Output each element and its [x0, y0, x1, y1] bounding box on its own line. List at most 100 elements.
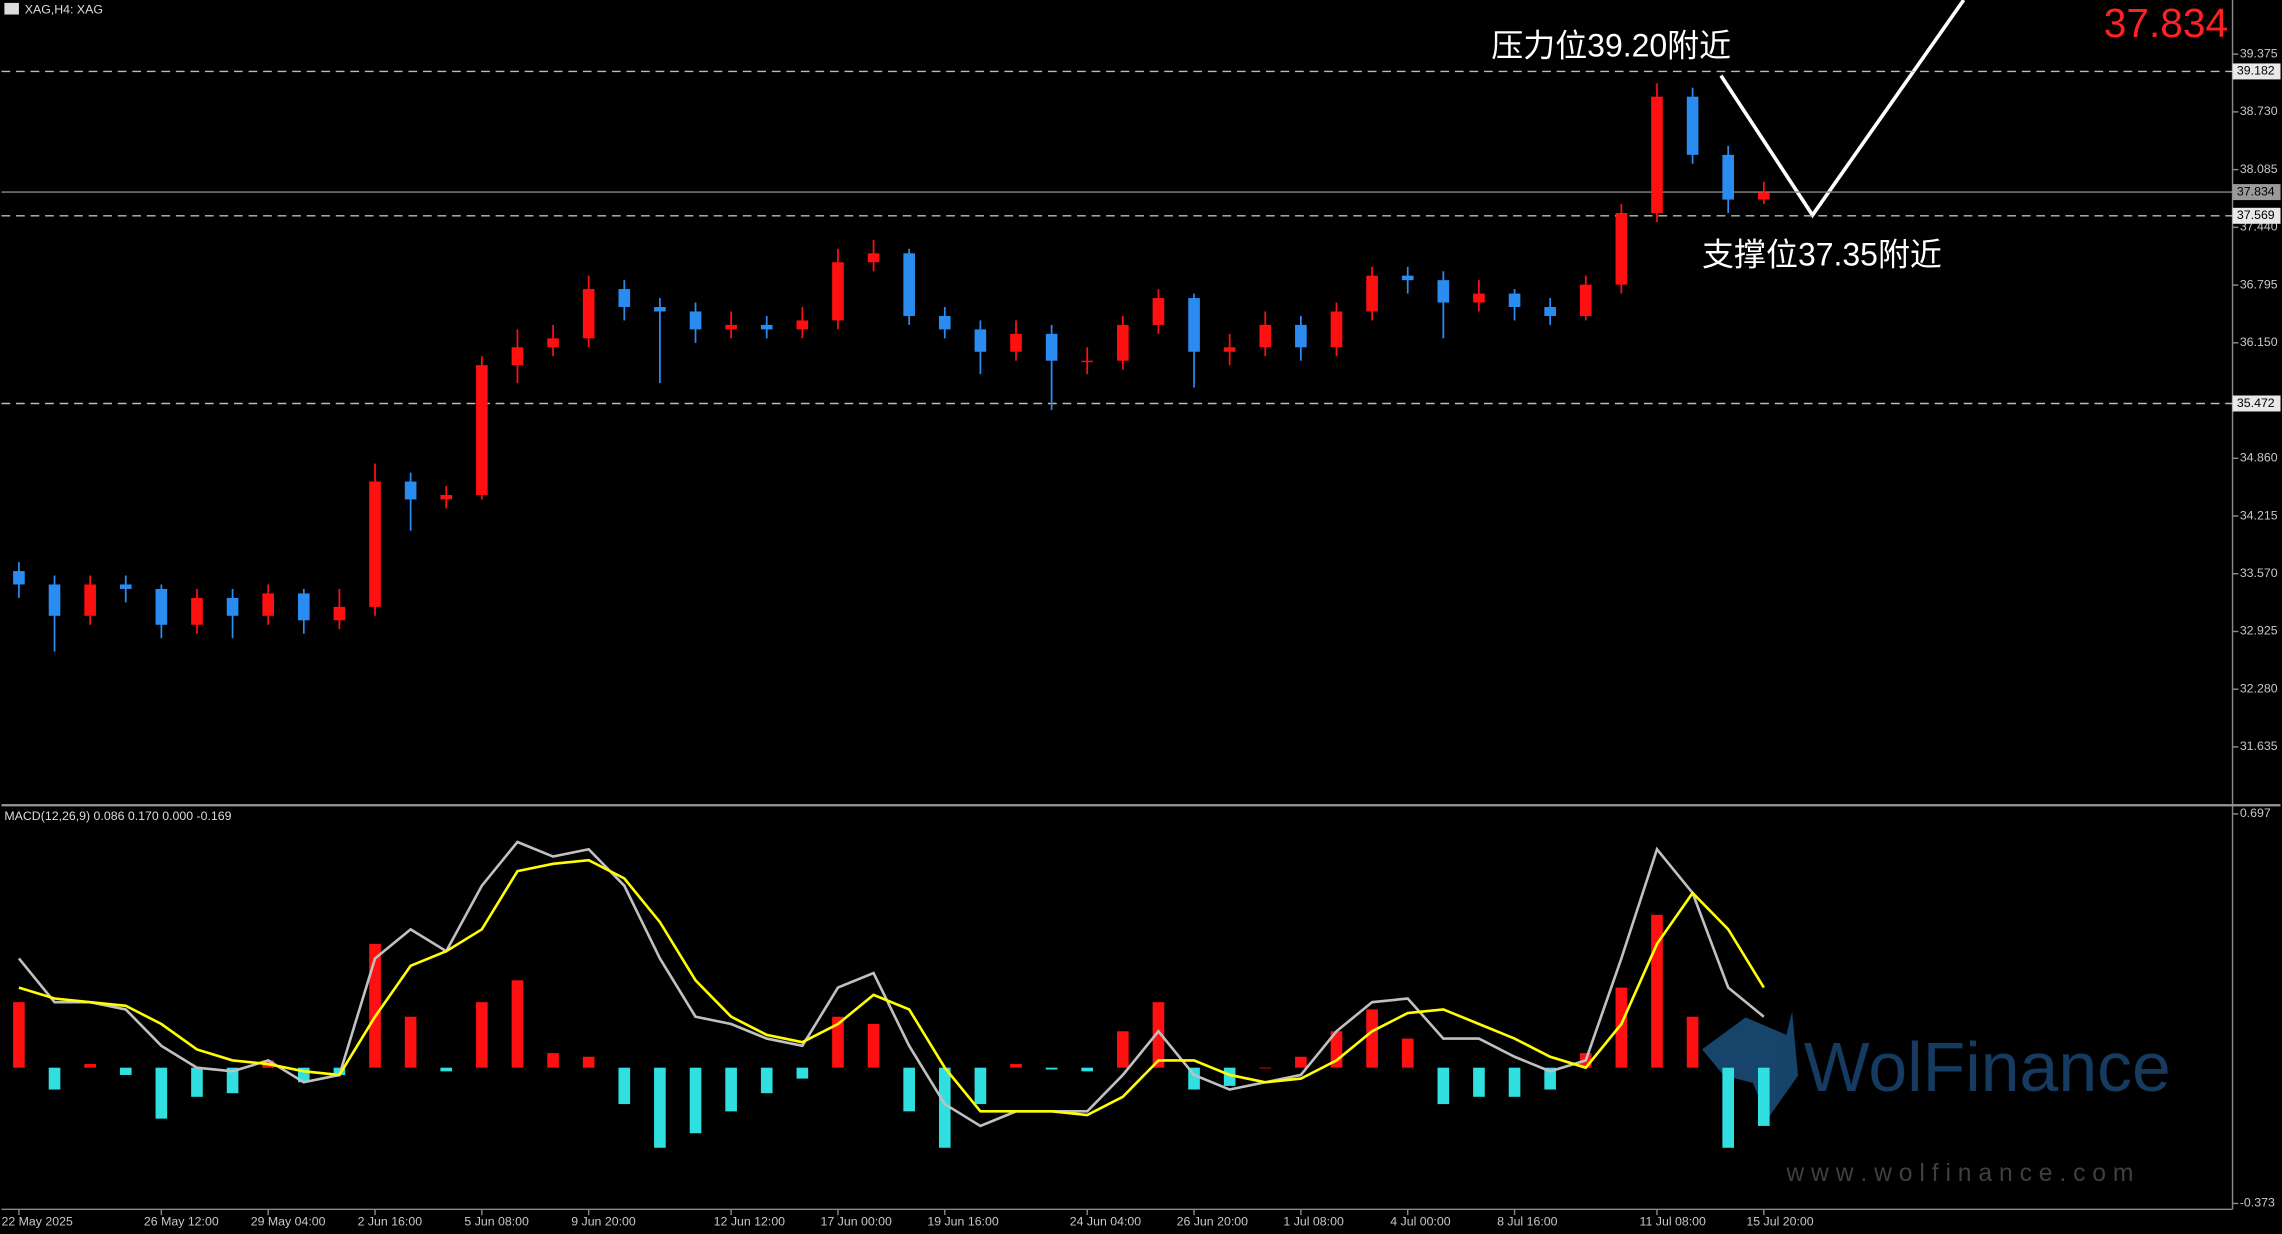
candle-body — [440, 494, 453, 500]
histogram-bar — [867, 1024, 880, 1068]
chart-icon — [4, 2, 19, 15]
candle-body — [48, 584, 61, 616]
histogram-bar — [226, 1067, 239, 1094]
histogram-bar — [297, 1067, 310, 1083]
histogram-bar — [938, 1067, 951, 1148]
y-tick-label: 34.215 — [2240, 508, 2278, 522]
candle-body — [1651, 96, 1663, 214]
candle-body — [84, 584, 96, 616]
candle-body — [832, 262, 844, 321]
histogram-bar — [1722, 1067, 1735, 1148]
histogram-bar — [84, 1064, 96, 1068]
candle-body — [725, 324, 737, 330]
histogram-bar — [1615, 987, 1628, 1068]
candle-body — [1758, 192, 1770, 200]
x-tick-label: 26 Jun 20:00 — [1177, 1215, 1249, 1229]
candle-body — [1259, 324, 1272, 348]
watermark-logo — [1702, 1011, 1798, 1120]
candle-body — [13, 571, 25, 585]
y-tick-label: 33.570 — [2240, 566, 2278, 580]
y-tick-label: 36.150 — [2240, 335, 2278, 349]
histogram-bar — [1117, 1031, 1129, 1068]
chart-title: XAG,H4: XAG — [25, 2, 103, 16]
histogram-bar — [1437, 1067, 1450, 1105]
histogram-bar — [760, 1067, 773, 1094]
macd-line — [17, 840, 1765, 1128]
candle-body — [476, 365, 488, 495]
histogram-bar — [1010, 1064, 1022, 1068]
candle-body — [1366, 275, 1378, 312]
histogram-bar — [547, 1053, 559, 1068]
candle-body — [1045, 333, 1058, 361]
y-tick-label: 36.795 — [2240, 277, 2278, 291]
candle-body — [796, 320, 809, 330]
histogram-bar — [511, 980, 524, 1068]
candle-body — [1508, 293, 1521, 308]
candle-body — [297, 593, 310, 621]
x-tick-label: 1 Jul 08:00 — [1283, 1215, 1344, 1229]
histogram-bar — [903, 1067, 915, 1112]
candle-body — [1544, 307, 1556, 316]
candle-body — [903, 253, 915, 316]
histogram-bar — [1366, 1009, 1378, 1068]
candle-body — [974, 329, 987, 352]
candle-body — [1081, 360, 1094, 363]
x-tick-label: 9 Jun 20:00 — [571, 1215, 636, 1229]
histogram-bar — [1473, 1067, 1485, 1097]
histogram-bar — [1259, 1067, 1272, 1069]
annotation: 支撑位37.35附近 — [1702, 237, 1942, 273]
x-tick-label: 17 Jun 00:00 — [821, 1215, 893, 1229]
x-tick-label: 29 May 04:00 — [251, 1215, 326, 1229]
x-tick-label: 4 Jul 00:00 — [1390, 1215, 1451, 1229]
histogram-bar — [191, 1067, 203, 1097]
histogram-bar — [689, 1067, 702, 1134]
candle-body — [404, 481, 417, 500]
candle-body — [1722, 154, 1735, 200]
histogram-bar — [1508, 1067, 1521, 1097]
price-box — [2232, 63, 2281, 80]
histogram-bar — [725, 1067, 737, 1112]
y-tick-label: -0.373 — [2240, 1196, 2275, 1210]
histogram-bar — [796, 1067, 809, 1079]
x-tick-label: 5 Jun 08:00 — [464, 1215, 529, 1229]
candle-body — [1010, 333, 1022, 352]
histogram-bar — [404, 1016, 417, 1068]
candle-body — [1579, 284, 1592, 316]
histogram-bar — [1758, 1067, 1770, 1126]
price-label: 37.569 — [2237, 208, 2275, 222]
candle-body — [1223, 347, 1236, 352]
candle-body — [191, 597, 203, 625]
candle-body — [1615, 213, 1628, 285]
histogram-bar — [974, 1067, 987, 1105]
candle-body — [1437, 280, 1450, 303]
histogram-bar — [13, 1002, 25, 1068]
indicator-title: MACD(12,26,9) 0.086 0.170 0.000 -0.169 — [4, 809, 231, 823]
y-tick-label: 38.730 — [2240, 104, 2278, 118]
y-tick-label: 39.375 — [2240, 46, 2278, 60]
candle-body — [369, 481, 381, 607]
candle-body — [1295, 324, 1307, 348]
histogram-bar — [1295, 1056, 1307, 1068]
candle-body — [618, 289, 631, 308]
x-tick-label: 11 Jul 08:00 — [1640, 1215, 1706, 1229]
x-tick-label: 15 Jul 20:00 — [1746, 1215, 1813, 1229]
y-tick-label: 34.860 — [2240, 451, 2278, 465]
histogram-bar — [832, 1016, 844, 1068]
histogram-bar — [1651, 914, 1663, 1068]
candle-body — [262, 593, 275, 616]
y-tick-label: 38.085 — [2240, 162, 2278, 176]
candle-body — [1188, 298, 1200, 352]
histogram-bar — [654, 1067, 666, 1148]
candle-body — [511, 347, 524, 366]
histogram-bar — [1223, 1067, 1236, 1086]
x-tick-label: 2 Jun 16:00 — [358, 1215, 423, 1229]
watermark-url: w w w . w o l f i n a n c e . c o m — [1785, 1160, 2133, 1187]
y-tick-label: 0.697 — [2240, 806, 2271, 820]
histogram-bar — [48, 1067, 61, 1090]
candle-body — [119, 584, 132, 589]
x-tick-label: 19 Jun 16:00 — [927, 1215, 999, 1229]
histogram-bar — [1544, 1067, 1556, 1090]
price-label: 37.834 — [2237, 184, 2275, 198]
x-tick-label: 24 Jun 04:00 — [1070, 1215, 1142, 1229]
x-tick-label: 8 Jul 16:00 — [1497, 1215, 1558, 1229]
